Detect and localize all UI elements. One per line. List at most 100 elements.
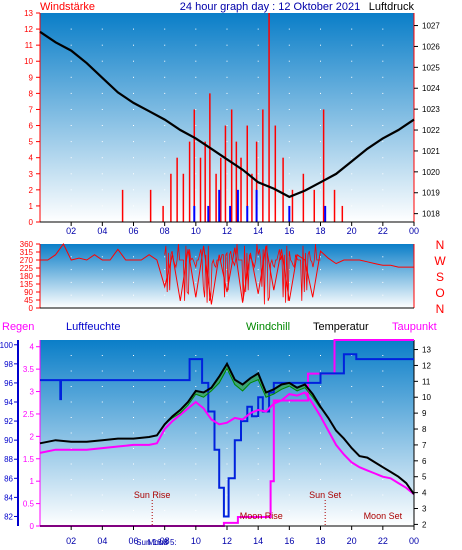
legend-temperatur: Temperatur <box>313 321 369 333</box>
grid-dot <box>351 510 353 511</box>
grid-dot <box>351 294 353 296</box>
grid-dot <box>320 157 321 159</box>
bottom-time-label: 02 <box>66 536 76 546</box>
grid-dot <box>70 281 72 283</box>
grid-dot <box>257 432 259 434</box>
direction-tick-label: 225 <box>20 264 34 273</box>
grid-dot <box>101 125 103 126</box>
grid-dot <box>257 294 259 296</box>
grid-dot <box>288 494 290 496</box>
grid-dot <box>70 189 72 191</box>
time-tick-label: 22 <box>378 226 388 236</box>
grid-dot <box>226 205 228 207</box>
grid-dot <box>351 92 353 94</box>
grid-dot <box>288 510 290 511</box>
grid-dot <box>257 479 259 480</box>
direction-label-o: O <box>435 286 444 300</box>
grid-dot <box>320 463 321 465</box>
grid-dot <box>320 281 321 283</box>
grid-dot <box>101 401 103 403</box>
grid-dot <box>351 109 353 110</box>
grid-dot <box>101 463 103 465</box>
grid-dot <box>133 417 134 418</box>
moon-rise-label: Moon Rise <box>240 511 283 521</box>
grid-dot <box>320 60 321 62</box>
time-tick-label: 06 <box>128 226 138 236</box>
grid-dot <box>101 294 103 296</box>
grid-dot <box>101 386 103 387</box>
bottom-time-label: 10 <box>191 536 201 546</box>
humidity-tick-label: 86 <box>4 474 13 483</box>
grid-dot <box>320 92 321 94</box>
grid-dot <box>320 173 321 175</box>
grid-dot <box>257 173 259 175</box>
grid-dot <box>257 510 259 511</box>
grid-dot <box>382 463 384 465</box>
pressure-tick-label: 1023 <box>422 105 440 114</box>
grid-dot <box>164 205 166 207</box>
grid-dot <box>320 355 321 356</box>
grid-dot <box>257 141 259 143</box>
grid-dot <box>288 281 290 283</box>
grid-dot <box>70 463 72 465</box>
grid-dot <box>133 60 134 62</box>
pressure-tick-label: 1022 <box>422 126 440 135</box>
grid-dot <box>164 256 166 258</box>
grid-dot <box>226 28 228 30</box>
grid-dot <box>226 494 228 496</box>
grid-dot <box>195 173 197 175</box>
grid-dot <box>195 417 197 418</box>
moon-time-axis-mark: Moon 5: <box>148 538 177 547</box>
grid-dot <box>351 60 353 62</box>
temperature-tick-label: 2 <box>422 520 427 529</box>
grid-dot <box>226 401 228 403</box>
grid-dot <box>382 125 384 126</box>
grid-dot <box>226 281 228 283</box>
grid-dot <box>164 479 166 480</box>
grid-dot <box>195 141 197 143</box>
grid-dot <box>226 386 228 387</box>
grid-dot <box>164 125 166 126</box>
grid-dot <box>382 294 384 296</box>
grid-dot <box>101 189 103 191</box>
grid-dot <box>195 386 197 387</box>
grid-dot <box>288 189 290 191</box>
direction-label-n-top: N <box>436 238 445 252</box>
time-tick-label: 18 <box>315 226 325 236</box>
grid-dot <box>164 141 166 143</box>
grid-dot <box>320 448 321 449</box>
grid-dot <box>257 386 259 387</box>
pressure-tick-label: 1021 <box>422 147 440 156</box>
grid-dot <box>351 44 353 46</box>
grid-dot <box>70 28 72 30</box>
grid-dot <box>133 125 134 126</box>
time-tick-label: 08 <box>160 226 170 236</box>
grid-dot <box>133 157 134 159</box>
grid-dot <box>164 109 166 110</box>
time-tick-label: 12 <box>222 226 232 236</box>
direction-tick-label: 180 <box>20 272 34 281</box>
grid-dot <box>257 157 259 159</box>
humidity-tick-label: 94 <box>4 398 13 407</box>
wind-tick-label: 13 <box>24 9 33 18</box>
grid-dot <box>226 109 228 110</box>
grid-dot <box>195 76 197 78</box>
grid-dot <box>382 28 384 30</box>
direction-label-n-bottom: N <box>436 302 445 316</box>
grid-dot <box>70 294 72 296</box>
grid-dot <box>288 294 290 296</box>
wind-tick-label: 12 <box>24 25 33 34</box>
grid-dot <box>195 479 197 480</box>
rain-tick-label: 0.5 <box>23 500 35 509</box>
grid-dot <box>226 448 228 449</box>
grid-dot <box>70 386 72 387</box>
direction-tick-label: 45 <box>24 296 33 305</box>
grid-dot <box>133 109 134 110</box>
dewpoint-line <box>39 391 415 495</box>
pressure-tick-label: 1024 <box>422 84 440 93</box>
grid-dot <box>382 157 384 159</box>
grid-dot <box>195 432 197 434</box>
grid-dot <box>382 76 384 78</box>
grid-dot <box>164 417 166 418</box>
grid-dot <box>288 205 290 207</box>
